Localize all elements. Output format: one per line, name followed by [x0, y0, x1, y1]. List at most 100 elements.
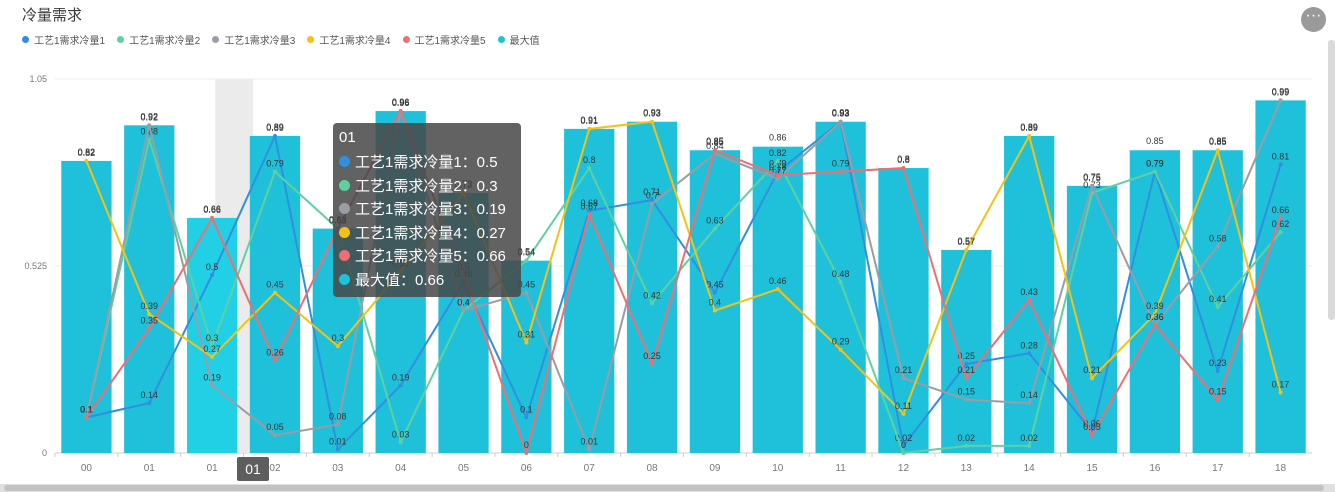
legend-item[interactable]: 工艺1需求冷量5: [402, 32, 486, 47]
series-point: [1215, 148, 1220, 153]
point-value-label: 0.14: [141, 390, 159, 400]
tooltip-swatch: [339, 179, 350, 191]
series-point: [335, 447, 340, 452]
point-value-label: 0.79: [832, 159, 850, 169]
x-tick-label: 04: [395, 463, 407, 474]
series-point: [1278, 215, 1283, 220]
point-value-label: 0.78: [769, 162, 787, 172]
point-value-label: 0.35: [141, 315, 159, 325]
tooltip-row: 工艺1需求冷量2：0.3: [339, 174, 515, 198]
point-value-label: 0.36: [1146, 312, 1164, 322]
series-point: [1278, 390, 1283, 395]
point-value-label: 0.21: [1083, 365, 1101, 375]
point-value-label: 0.45: [706, 280, 724, 290]
series-point: [1027, 133, 1032, 138]
point-value-label: 0.1: [80, 404, 93, 414]
bar-value-label: 0.85: [1146, 136, 1164, 146]
legend-item[interactable]: 工艺1需求冷量2: [117, 32, 200, 47]
series-point: [650, 201, 655, 206]
point-value-label: 0.93: [643, 109, 661, 119]
series-point: [1027, 297, 1032, 302]
series-point: [712, 148, 717, 153]
point-value-label: 0.31: [518, 330, 536, 340]
series-point: [84, 415, 89, 420]
tooltip-label: 最大值：0.66: [355, 271, 445, 289]
bar-value-label: 0.92: [141, 111, 159, 121]
legend-item[interactable]: 最大值: [497, 32, 540, 47]
point-value-label: 0: [901, 440, 906, 450]
more-icon[interactable]: ···: [1301, 7, 1326, 32]
bar-value-label: 0.82: [78, 147, 96, 157]
tooltip-label: 工艺1需求冷量5：0.66: [355, 248, 506, 266]
vertical-scrollbar[interactable]: [1328, 40, 1335, 320]
series-point: [712, 308, 717, 313]
series-point: [524, 258, 529, 263]
series-point: [461, 308, 466, 313]
point-value-label: 0.45: [266, 280, 284, 290]
x-tick-label: 01: [144, 463, 156, 474]
point-value-label: 0.02: [1020, 433, 1038, 443]
bar-value-label: 0.99: [1272, 86, 1290, 96]
horizontal-scrollbar[interactable]: [0, 484, 1335, 492]
point-value-label: 0.77: [769, 166, 787, 176]
x-tick-label: 10: [772, 463, 784, 474]
bar-value-label: 0.85: [1209, 136, 1227, 146]
point-value-label: 0.66: [203, 205, 221, 215]
x-tick-label: 01: [207, 463, 219, 474]
legend-swatch: [402, 36, 410, 43]
series-point: [712, 226, 717, 231]
series-point: [1152, 322, 1157, 327]
point-value-label: 0.89: [1020, 123, 1038, 133]
point-value-label: 0.4: [457, 298, 470, 308]
point-value-label: 0.02: [895, 433, 913, 443]
point-value-label: 0.85: [1209, 137, 1227, 147]
series-point: [1278, 230, 1283, 235]
chart-title: 冷量需求: [22, 7, 83, 24]
bar: [626, 121, 678, 453]
point-value-label: 0.57: [958, 237, 976, 247]
bar-value-label: 0.75: [1083, 172, 1101, 182]
series-point: [272, 133, 277, 138]
point-value-label: 0.19: [203, 372, 221, 382]
scrollbar-thumb[interactable]: [4, 485, 1324, 491]
bar: [124, 125, 175, 454]
tooltip-row: 工艺1需求冷量4：0.27: [339, 221, 515, 245]
series-point: [398, 383, 403, 388]
series-point: [964, 247, 969, 252]
tooltip-row: 工艺1需求冷量3：0.19: [339, 197, 515, 221]
point-value-label: 0.11: [895, 401, 912, 411]
legend-item[interactable]: 工艺1需求冷量3: [212, 32, 295, 47]
bar-value-label: 0.93: [643, 108, 661, 118]
series-point: [775, 287, 780, 292]
point-value-label: 0.08: [329, 412, 347, 422]
y-tick-label: 0: [42, 448, 47, 458]
point-value-label: 0.96: [392, 98, 410, 108]
series-point: [1090, 183, 1095, 188]
legend-item[interactable]: 工艺1需求冷量1: [22, 32, 105, 47]
y-tick-label: 0.525: [24, 261, 47, 271]
series-point: [1215, 369, 1220, 374]
series-point: [775, 173, 780, 178]
x-tick-label: 03: [332, 463, 344, 474]
point-value-label: 0.39: [1146, 301, 1164, 311]
tooltip-label: 工艺1需求冷量3：0.19: [355, 201, 506, 219]
tooltip: 01 工艺1需求冷量1：0.5 工艺1需求冷量2：0.3 工艺1需求冷量3：0.19…: [333, 123, 521, 297]
point-value-label: 0.75: [1083, 173, 1101, 183]
bar-value-label: 0.93: [832, 108, 850, 118]
x-axis-pointer-label: 01: [237, 457, 269, 481]
point-value-label: 0.27: [203, 344, 221, 354]
point-value-label: 0.05: [1083, 422, 1101, 432]
point-value-label: 0.84: [706, 141, 724, 151]
series-point: [524, 340, 529, 345]
point-value-label: 0.19: [392, 372, 410, 382]
series-point: [524, 451, 529, 455]
tooltip-row: 工艺1需求冷量1：0.5: [339, 150, 515, 174]
series-point: [775, 158, 780, 163]
series-point: [147, 312, 152, 317]
series-point: [210, 354, 215, 359]
legend-item[interactable]: 工艺1需求冷量4: [307, 32, 391, 47]
tooltip-swatch: [339, 226, 350, 238]
series-point: [210, 344, 215, 349]
point-value-label: 0.85: [706, 137, 724, 147]
bar-value-label: 0.89: [266, 122, 284, 132]
